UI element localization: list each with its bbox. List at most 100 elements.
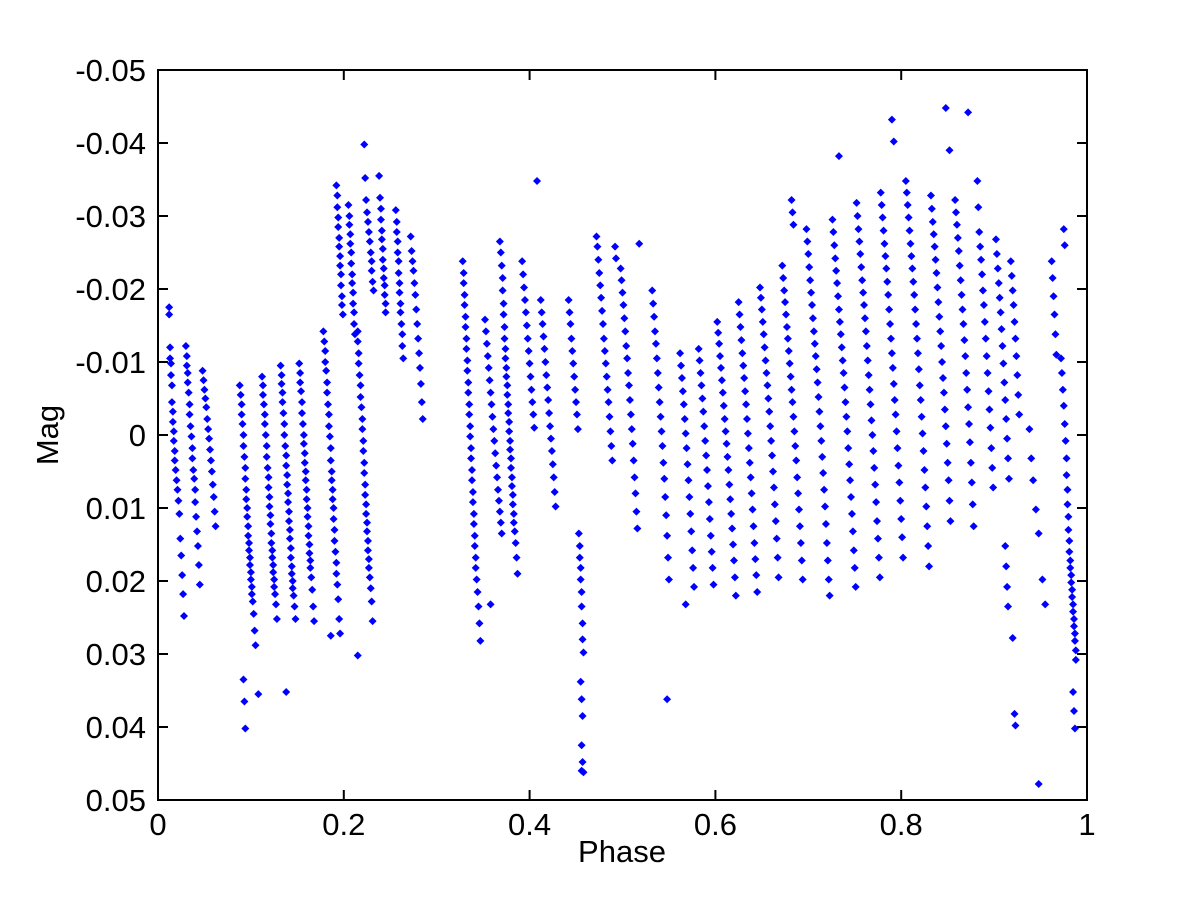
data-point — [471, 563, 480, 572]
data-point — [283, 480, 292, 489]
data-point — [650, 312, 659, 321]
data-point — [333, 203, 342, 212]
data-point — [504, 409, 513, 418]
data-point — [540, 344, 549, 353]
data-point — [598, 320, 607, 329]
data-point — [346, 239, 355, 248]
data-point — [630, 473, 639, 482]
data-point — [288, 584, 297, 593]
data-point — [570, 372, 579, 381]
data-point — [473, 587, 482, 596]
data-point — [594, 255, 603, 264]
data-point — [595, 268, 604, 277]
data-point — [304, 531, 313, 540]
data-point — [1014, 390, 1023, 399]
data-point — [761, 356, 770, 365]
data-point — [209, 493, 218, 502]
data-point — [418, 414, 427, 423]
data-point — [408, 257, 417, 266]
data-point — [628, 439, 637, 448]
data-point — [463, 356, 472, 365]
data-point — [730, 573, 739, 582]
data-point — [464, 378, 473, 387]
data-point — [324, 400, 333, 409]
data-point — [611, 242, 620, 251]
data-point — [834, 152, 843, 161]
data-point — [938, 358, 947, 366]
data-point — [808, 314, 817, 323]
data-point — [330, 525, 339, 534]
data-point — [746, 473, 755, 482]
data-point — [363, 527, 372, 536]
data-point — [474, 602, 483, 611]
data-point — [190, 474, 199, 483]
data-point — [297, 387, 306, 396]
data-point — [961, 352, 970, 361]
data-point — [566, 320, 575, 329]
data-point — [750, 539, 759, 548]
data-point — [358, 425, 367, 434]
data-point — [819, 468, 828, 477]
data-point — [651, 339, 660, 348]
data-point — [1067, 578, 1076, 587]
data-point — [200, 385, 209, 394]
data-point — [782, 322, 791, 331]
data-point — [286, 553, 295, 562]
data-point — [895, 478, 904, 487]
data-point — [470, 531, 479, 540]
data-point — [335, 233, 344, 242]
data-point — [260, 410, 269, 419]
data-point — [337, 281, 346, 290]
data-point — [902, 188, 911, 197]
data-point — [798, 575, 807, 584]
data-point — [519, 270, 528, 279]
data-point — [1057, 368, 1066, 377]
data-point — [245, 546, 254, 555]
data-point — [468, 498, 477, 507]
data-point — [170, 456, 179, 465]
data-point — [182, 361, 191, 370]
data-point — [984, 387, 993, 396]
data-point — [936, 327, 945, 336]
data-point — [397, 320, 406, 329]
data-point — [736, 322, 745, 331]
data-point — [284, 498, 293, 507]
data-point — [239, 441, 248, 450]
data-point — [189, 466, 198, 475]
data-point — [264, 473, 273, 482]
data-point — [605, 412, 614, 421]
y-axis-title: Mag — [30, 405, 65, 465]
data-point — [737, 336, 746, 345]
data-point — [806, 276, 815, 285]
data-point — [933, 283, 942, 292]
x-tick-label: 0 — [149, 807, 166, 842]
data-point — [688, 546, 697, 555]
data-point — [285, 525, 294, 534]
data-point — [899, 553, 908, 562]
data-point — [166, 354, 175, 363]
data-point — [879, 226, 888, 235]
data-point — [704, 498, 713, 507]
data-point — [867, 416, 876, 425]
data-point — [812, 365, 821, 374]
data-point — [459, 279, 468, 288]
data-point — [347, 259, 356, 268]
data-point — [682, 444, 691, 453]
data-point — [931, 255, 940, 264]
data-point — [513, 569, 522, 578]
data-point — [994, 279, 1003, 288]
data-point — [506, 436, 515, 445]
data-point — [789, 220, 798, 229]
data-point — [488, 412, 497, 421]
data-point — [407, 247, 416, 256]
data-point — [568, 347, 577, 356]
data-point — [822, 539, 831, 548]
data-point — [360, 468, 369, 477]
data-point — [1067, 571, 1076, 580]
data-point — [328, 495, 337, 504]
data-point — [809, 327, 818, 336]
data-point — [308, 585, 317, 594]
data-point — [413, 320, 422, 329]
data-point — [376, 204, 385, 213]
